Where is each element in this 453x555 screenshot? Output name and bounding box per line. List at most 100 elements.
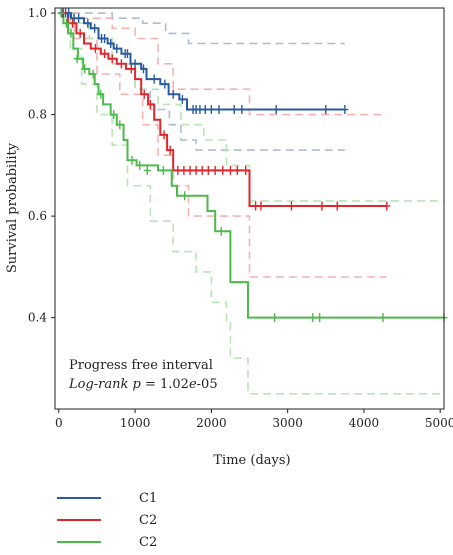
series-1-censor-16 (150, 74, 158, 84)
x-tick-label-4: 3000 (272, 416, 303, 430)
x-tick-label-3: 2000 (196, 416, 227, 430)
legend: C1 C2 C2 (57, 487, 157, 553)
plot-frame (54, 7, 445, 410)
y-tick-label-3: 0.8 (28, 108, 47, 122)
pvalue-value: = 1.02 (141, 377, 189, 392)
confidence-bands (58, 12, 444, 395)
series-2-censor-4 (91, 44, 99, 54)
series-2-censor-9 (140, 89, 148, 99)
y-tick-label-1: 0.4 (28, 311, 47, 325)
km-plot: 0 1000 2000 3000 4000 5000 0.4 0.6 0.8 1.0 Surviv… (5, 6, 453, 468)
series-2-ci-upper (58, 12, 387, 116)
series-3-censor-2 (62, 18, 70, 28)
series-1-censor-9 (101, 33, 109, 43)
series-1-censor-5 (75, 13, 83, 23)
series-2-censor-7 (117, 59, 125, 69)
x-tick-label-1: 0 (55, 416, 63, 430)
series-3-censor-12 (143, 165, 151, 175)
annotation-pvalue: Log-rank p = 1.02e-05 (68, 377, 218, 392)
series-3-ci-upper (58, 12, 444, 202)
series-3-censor-9 (116, 120, 124, 130)
series-1-censor-18 (169, 89, 177, 99)
series-2-censor-23 (242, 165, 250, 175)
x-tick-label-2: 1000 (120, 416, 151, 430)
pvalue-label: Log-rank p (68, 377, 142, 392)
legend-label-c2-green: C2 (139, 534, 158, 550)
series-2-censor-13 (174, 165, 182, 175)
series-3-censor-13 (159, 165, 167, 175)
series-1-censor-26 (230, 105, 238, 115)
series-2-censor-11 (160, 130, 168, 140)
series-2-censor-28 (333, 201, 341, 211)
series-1-censor-6 (84, 18, 92, 28)
series-2-censor-22 (233, 165, 241, 175)
series-1-ci-upper (58, 12, 345, 45)
legend-label-c1: C1 (139, 490, 158, 506)
series-3-censor-7 (97, 89, 105, 99)
series-2-censor-2 (69, 18, 77, 28)
series-2-ci-lower (58, 12, 387, 278)
series-3-censor-11 (136, 160, 144, 170)
series-2-censor-20 (219, 165, 227, 175)
x-axis-title: Time (days) (213, 453, 290, 468)
series-1-censor-23 (201, 105, 209, 115)
series-1-censor-30 (341, 105, 349, 115)
series-2-censor-5 (101, 49, 109, 59)
x-tick-label-6: 5000 (425, 416, 453, 430)
series-2-censor-27 (318, 201, 326, 211)
axes: 0 1000 2000 3000 4000 5000 0.4 0.6 0.8 1.0 (28, 6, 453, 430)
series-3-censor-15 (217, 226, 225, 236)
series-1-censor-29 (322, 105, 330, 115)
pvalue-exp-e: e (189, 377, 197, 392)
series-2-censor-17 (198, 165, 206, 175)
series-3-censor-3 (67, 28, 75, 38)
series-1-censor-28 (272, 105, 280, 115)
series-1-censor-13 (123, 49, 131, 59)
y-tick-label-4: 1.0 (28, 6, 47, 20)
series-3-censor-8 (110, 110, 118, 120)
legend-label-c2-red: C2 (139, 512, 158, 528)
legend-swatch-c1 (57, 497, 101, 499)
series-3-censor-19 (379, 313, 387, 323)
series-3-censor-17 (309, 313, 317, 323)
series-1-censor-24 (207, 105, 215, 115)
series-2-censor-18 (204, 165, 212, 175)
series-1-censor-11 (113, 44, 121, 54)
series-3-censor-1 (57, 8, 65, 18)
pvalue-exp: -05 (197, 377, 218, 392)
series-3-curve (58, 12, 444, 319)
series-1-censor-14 (131, 59, 139, 69)
series-2-censor-26 (287, 201, 295, 211)
series-2-censor-3 (76, 28, 84, 38)
series-1-censor-19 (178, 94, 186, 104)
series-2-censor-15 (186, 165, 194, 175)
series-3-ci-lower (58, 12, 444, 395)
legend-item-c2-red: C2 (57, 509, 157, 531)
series-2-censor-8 (127, 64, 135, 74)
series-3-censor-6 (89, 69, 97, 79)
series-1-censor-17 (161, 79, 169, 89)
series-2-censor-12 (166, 145, 174, 155)
survival-curves (58, 12, 444, 319)
series-2-censor-10 (146, 99, 154, 109)
legend-item-c2-green: C2 (57, 531, 157, 553)
series-1-censor-10 (107, 39, 115, 49)
series-2-censor-16 (192, 165, 200, 175)
series-3-censor-10 (128, 155, 136, 165)
series-3-censor-18 (316, 313, 324, 323)
x-tick-label-5: 4000 (349, 416, 380, 430)
censor-marks (57, 8, 448, 323)
series-2-censor-25 (257, 201, 265, 211)
series-2-censor-19 (211, 165, 219, 175)
series-3-censor-5 (81, 64, 89, 74)
series-3-censor-4 (73, 54, 81, 64)
series-1-ci-lower (58, 12, 345, 151)
series-2-censor-29 (383, 201, 391, 211)
series-1-censor-7 (91, 23, 99, 33)
series-1-censor-15 (139, 64, 147, 74)
series-2-censor-21 (226, 165, 234, 175)
series-3-censor-16 (271, 313, 279, 323)
series-2-censor-14 (180, 165, 188, 175)
series-1-censor-25 (215, 105, 223, 115)
annotation-title: Progress free interval (69, 358, 213, 373)
